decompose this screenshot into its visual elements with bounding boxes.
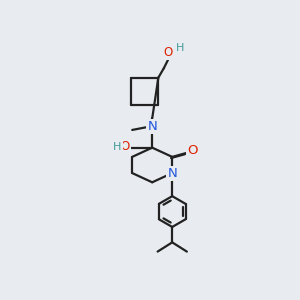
Text: O: O <box>164 46 173 59</box>
Text: O: O <box>121 140 130 153</box>
Text: O: O <box>187 144 197 157</box>
Text: H: H <box>176 43 184 52</box>
Text: N: N <box>167 167 177 180</box>
Text: H: H <box>113 142 122 152</box>
Text: N: N <box>147 120 157 134</box>
